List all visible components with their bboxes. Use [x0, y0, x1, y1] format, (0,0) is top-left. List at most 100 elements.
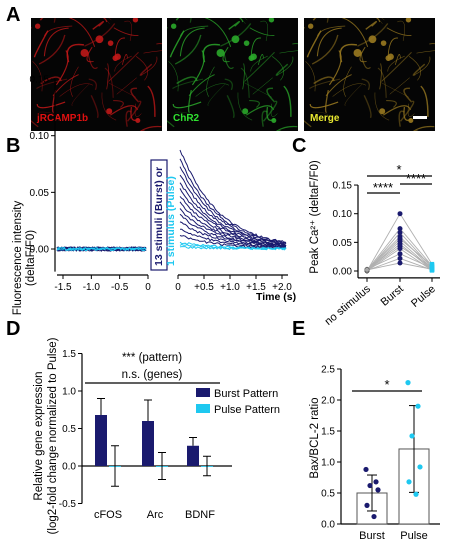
point-pulse	[429, 267, 435, 272]
point-burst	[397, 255, 403, 261]
neurite	[377, 67, 387, 98]
panel-b-xtick-label: -1.0	[83, 282, 101, 293]
stimulus-label-burst: 13 stimuli (Burst) or	[153, 167, 165, 266]
neurite	[174, 34, 202, 65]
neurite	[204, 18, 232, 47]
neurite	[252, 77, 273, 95]
panel-d-ytick-label: 0.5	[62, 424, 76, 435]
micrograph-jrcamp: jRCAMP1b	[31, 18, 162, 131]
neurite	[113, 100, 124, 108]
soma	[242, 108, 249, 115]
panel-b-xtick-label: +1.0	[220, 282, 240, 293]
point-pulse	[406, 479, 412, 485]
neurite	[207, 83, 226, 107]
stimulus-box	[150, 159, 168, 271]
panel-b-ylabel-line2: (deltaF/F0)	[25, 230, 37, 286]
neurite	[156, 43, 162, 45]
neurite	[309, 101, 339, 109]
neurite	[311, 34, 339, 65]
neurite	[40, 76, 62, 85]
neurite	[228, 21, 240, 30]
neurite	[361, 78, 371, 91]
sig-right-stars: ****	[406, 171, 426, 186]
neurite	[114, 55, 132, 72]
neurite	[191, 50, 205, 86]
neurite	[167, 120, 175, 128]
panel-d-ytick-label: 0.0	[62, 462, 76, 473]
soma	[231, 35, 240, 44]
neurite	[38, 111, 59, 121]
bar-burst	[142, 421, 154, 466]
panel-b-ytick-label: 0.15	[30, 75, 50, 86]
neurite	[224, 78, 234, 91]
neurite	[258, 54, 264, 65]
pulse-trace-baseline	[56, 246, 147, 252]
neurite	[140, 125, 162, 131]
micrograph-chr2: ChR2	[167, 18, 298, 131]
sig-outer-stars: *	[396, 162, 401, 177]
scale-bar	[413, 116, 427, 119]
point-burst	[397, 211, 403, 217]
neurite	[312, 18, 317, 21]
panel-d-ytick-label: -0.5	[59, 499, 77, 510]
neurite	[101, 92, 117, 121]
neurite	[363, 94, 372, 119]
panel-d-ylabel-line2: (log2-fold change normalized to Pulse)	[47, 337, 59, 534]
neurite	[175, 18, 180, 21]
neurite	[172, 101, 202, 109]
soma	[271, 118, 277, 124]
point-no-stimulus	[364, 267, 370, 273]
neurite	[92, 21, 104, 30]
soma	[107, 40, 114, 46]
soma	[380, 40, 387, 46]
panel-b-traces	[56, 149, 287, 253]
neurite	[87, 51, 98, 69]
annotation-genes: n.s. (genes)	[122, 369, 183, 381]
burst-trace	[179, 208, 287, 248]
soma	[379, 108, 386, 115]
micrograph-chr2-label: ChR2	[173, 113, 200, 124]
panel-c-ytick-label: 0.10	[333, 209, 353, 220]
neurite	[102, 18, 108, 23]
soma	[408, 118, 414, 124]
neurite	[226, 94, 235, 119]
neurite	[169, 30, 185, 58]
neurite	[223, 51, 234, 69]
panel-b-xtick-label: 0	[175, 282, 181, 293]
neurite	[250, 55, 268, 72]
point-pulse	[413, 491, 419, 497]
neurite	[88, 78, 98, 91]
soma	[353, 48, 362, 57]
micrograph-merge: Merge	[304, 18, 435, 131]
panel-letter-a: A	[6, 4, 21, 26]
neurite	[84, 23, 116, 47]
neurite	[283, 85, 292, 117]
neurite	[325, 74, 352, 97]
panel-b-axes: 0.00 0.05 0.10 0.15 -1.5 -1.0 -0.5 0 0 +0.5 +1.0 +1…	[30, 75, 293, 293]
neurite	[313, 76, 335, 85]
point-burst	[364, 502, 370, 508]
panel-b-xtick-label: -1.5	[54, 282, 72, 293]
panel-b-xtick-label: +0.5	[194, 282, 214, 293]
neurite	[412, 63, 426, 76]
burst-trace	[179, 228, 287, 249]
panel-d-ytick-label: 1.0	[62, 387, 76, 398]
sig-left-stars: ****	[373, 180, 393, 195]
neurite	[379, 63, 382, 90]
neurite	[106, 63, 109, 90]
soma	[114, 53, 121, 60]
neurite	[244, 51, 275, 82]
soma	[95, 35, 104, 44]
neurite	[43, 27, 69, 57]
soma	[80, 48, 89, 57]
panel-c-ytick-label: 0.15	[333, 181, 353, 192]
neurite	[32, 61, 43, 92]
point-pulse	[405, 380, 411, 386]
neurite	[395, 54, 401, 65]
panel-e-xtick-label: Pulse	[400, 530, 428, 542]
stimulus-label-pulse: 1 stimulus (Pulse)	[165, 176, 177, 266]
burst-trace	[179, 213, 287, 248]
neurite	[397, 20, 405, 41]
neurite	[403, 87, 412, 102]
soma	[243, 40, 250, 46]
